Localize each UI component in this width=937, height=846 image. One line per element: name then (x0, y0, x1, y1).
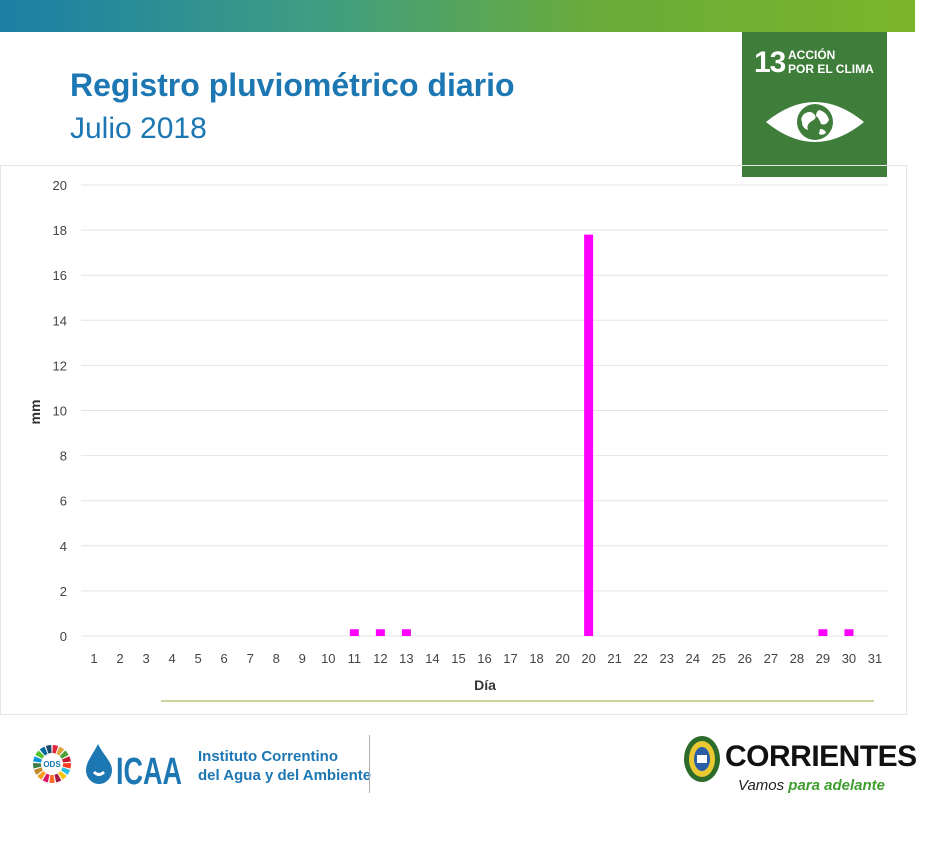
top-gradient-band (0, 0, 915, 32)
y-tick-label: 8 (60, 449, 67, 464)
wheel-segment (59, 750, 69, 759)
x-tick-label: 1 (90, 651, 97, 666)
y-tick-label: 4 (60, 539, 67, 554)
page-title: Registro pluviométrico diario (70, 67, 515, 103)
footer-divider (369, 735, 370, 793)
x-tick-label: 22 (633, 651, 647, 666)
y-tick-label: 10 (53, 404, 67, 419)
wheel-segment (37, 770, 46, 780)
slogan-part-a: Vamos (738, 777, 789, 794)
wheel-segment (56, 746, 65, 756)
x-tick-label: 4 (168, 651, 175, 666)
x-tick-label: 23 (659, 651, 673, 666)
x-tick-label: 25 (712, 651, 726, 666)
wheel-segment (61, 767, 71, 775)
wheel-segment (45, 745, 52, 754)
x-tick-label: 8 (273, 651, 280, 666)
sdg-goal-line1: ACCIÓN (788, 48, 836, 62)
bar (584, 234, 594, 637)
province-name: CORRIENTES (725, 740, 917, 773)
y-tick-label: 18 (53, 223, 67, 238)
x-tick-label: 3 (142, 651, 149, 666)
sdg-goal-text: ACCIÓN POR EL CLIMA (788, 48, 874, 76)
sdg-13-badge: 13 ACCIÓN POR EL CLIMA (742, 32, 887, 177)
ods-icaa-logo: ODS ICAA (32, 738, 192, 797)
x-tick-label: 12 (373, 651, 387, 666)
x-tick-label: 7 (247, 651, 254, 666)
x-tick-label: 16 (477, 651, 491, 666)
y-tick-label: 0 (60, 629, 67, 644)
x-tick-label: 24 (686, 651, 700, 666)
x-tick-label: 28 (790, 651, 804, 666)
wheel-segment (39, 746, 48, 756)
wheel-segment (54, 773, 62, 783)
wheel-segment (33, 763, 42, 769)
x-tick-label: 17 (503, 651, 517, 666)
sdg-number: 13 (754, 46, 786, 79)
x-tick-label: 14 (425, 651, 439, 666)
wheel-segment (62, 756, 71, 763)
page-subtitle: Julio 2018 (70, 112, 207, 145)
slogan-part-b: para adelante (788, 777, 886, 794)
x-tick-label: 20 (555, 651, 569, 666)
chart-frame: 0 2 4 6 8 10 12 14 16 18 20 1 2 3 4 5 6 7 8 9 10 11 12 13 14 15 1… (0, 165, 907, 715)
province-slogan: Vamos para adelante (738, 777, 885, 794)
bars (349, 234, 854, 637)
x-tick-label: 20 (581, 651, 595, 666)
institute-line1: Instituto Correntino (198, 748, 338, 765)
bar (349, 629, 359, 636)
x-tick-label: 30 (842, 651, 856, 666)
institute-name: Instituto Correntino del Agua y del Ambi… (198, 747, 371, 785)
wheel-segment (35, 750, 45, 759)
y-axis-label: mm (27, 400, 43, 425)
x-tick-label: 27 (764, 651, 778, 666)
x-tick-label: 10 (321, 651, 335, 666)
grid-lines (81, 184, 888, 637)
wheel-segment (62, 763, 71, 769)
x-tick-label: 21 (607, 651, 621, 666)
x-tick-label: 15 (451, 651, 465, 666)
y-tick-label: 6 (60, 494, 67, 509)
x-tick-label: 6 (221, 651, 228, 666)
institute-line2: del Agua y del Ambiente (198, 767, 372, 784)
x-tick-label: 18 (529, 651, 543, 666)
wheel-segment (42, 773, 50, 783)
x-tick-label: 31 (868, 651, 882, 666)
bar (818, 629, 828, 636)
province-seal-icon (684, 736, 720, 782)
y-tick-label: 14 (53, 313, 67, 328)
x-tick-label: 2 (116, 651, 123, 666)
y-tick-label: 2 (60, 584, 67, 599)
sdg-wheel-icon: ODS ICAA (33, 744, 182, 793)
x-tick-label: 13 (399, 651, 413, 666)
icaa-logo-text: ICAA (116, 751, 182, 792)
bar (401, 629, 411, 636)
y-tick-label: 16 (53, 268, 67, 283)
x-tick-label: 9 (299, 651, 306, 666)
wheel-segment (49, 774, 55, 783)
y-tick-label: 12 (53, 358, 67, 373)
y-tick-labels: 0 2 4 6 8 10 12 14 16 18 20 (53, 178, 67, 644)
wheel-segment (58, 770, 67, 780)
x-tick-labels: 1 2 3 4 5 6 7 8 9 10 11 12 13 14 15 16 17 18 20 20 21 22 23 24 2… (90, 651, 882, 666)
eye-globe-icon (766, 102, 864, 142)
x-tick-label: 29 (816, 651, 830, 666)
x-tick-label: 11 (348, 651, 362, 666)
bar (375, 629, 385, 636)
x-tick-label: 26 (738, 651, 752, 666)
wheel-segment (33, 767, 43, 775)
x-axis-label: Día (474, 677, 496, 693)
ods-label: ODS (43, 760, 61, 769)
x-tick-label: 5 (195, 651, 202, 666)
wheel-segment (52, 745, 59, 754)
y-tick-label: 20 (53, 178, 67, 193)
sdg-goal-line2: POR EL CLIMA (788, 62, 874, 76)
bar (844, 629, 854, 636)
wheel-segment (33, 756, 42, 763)
